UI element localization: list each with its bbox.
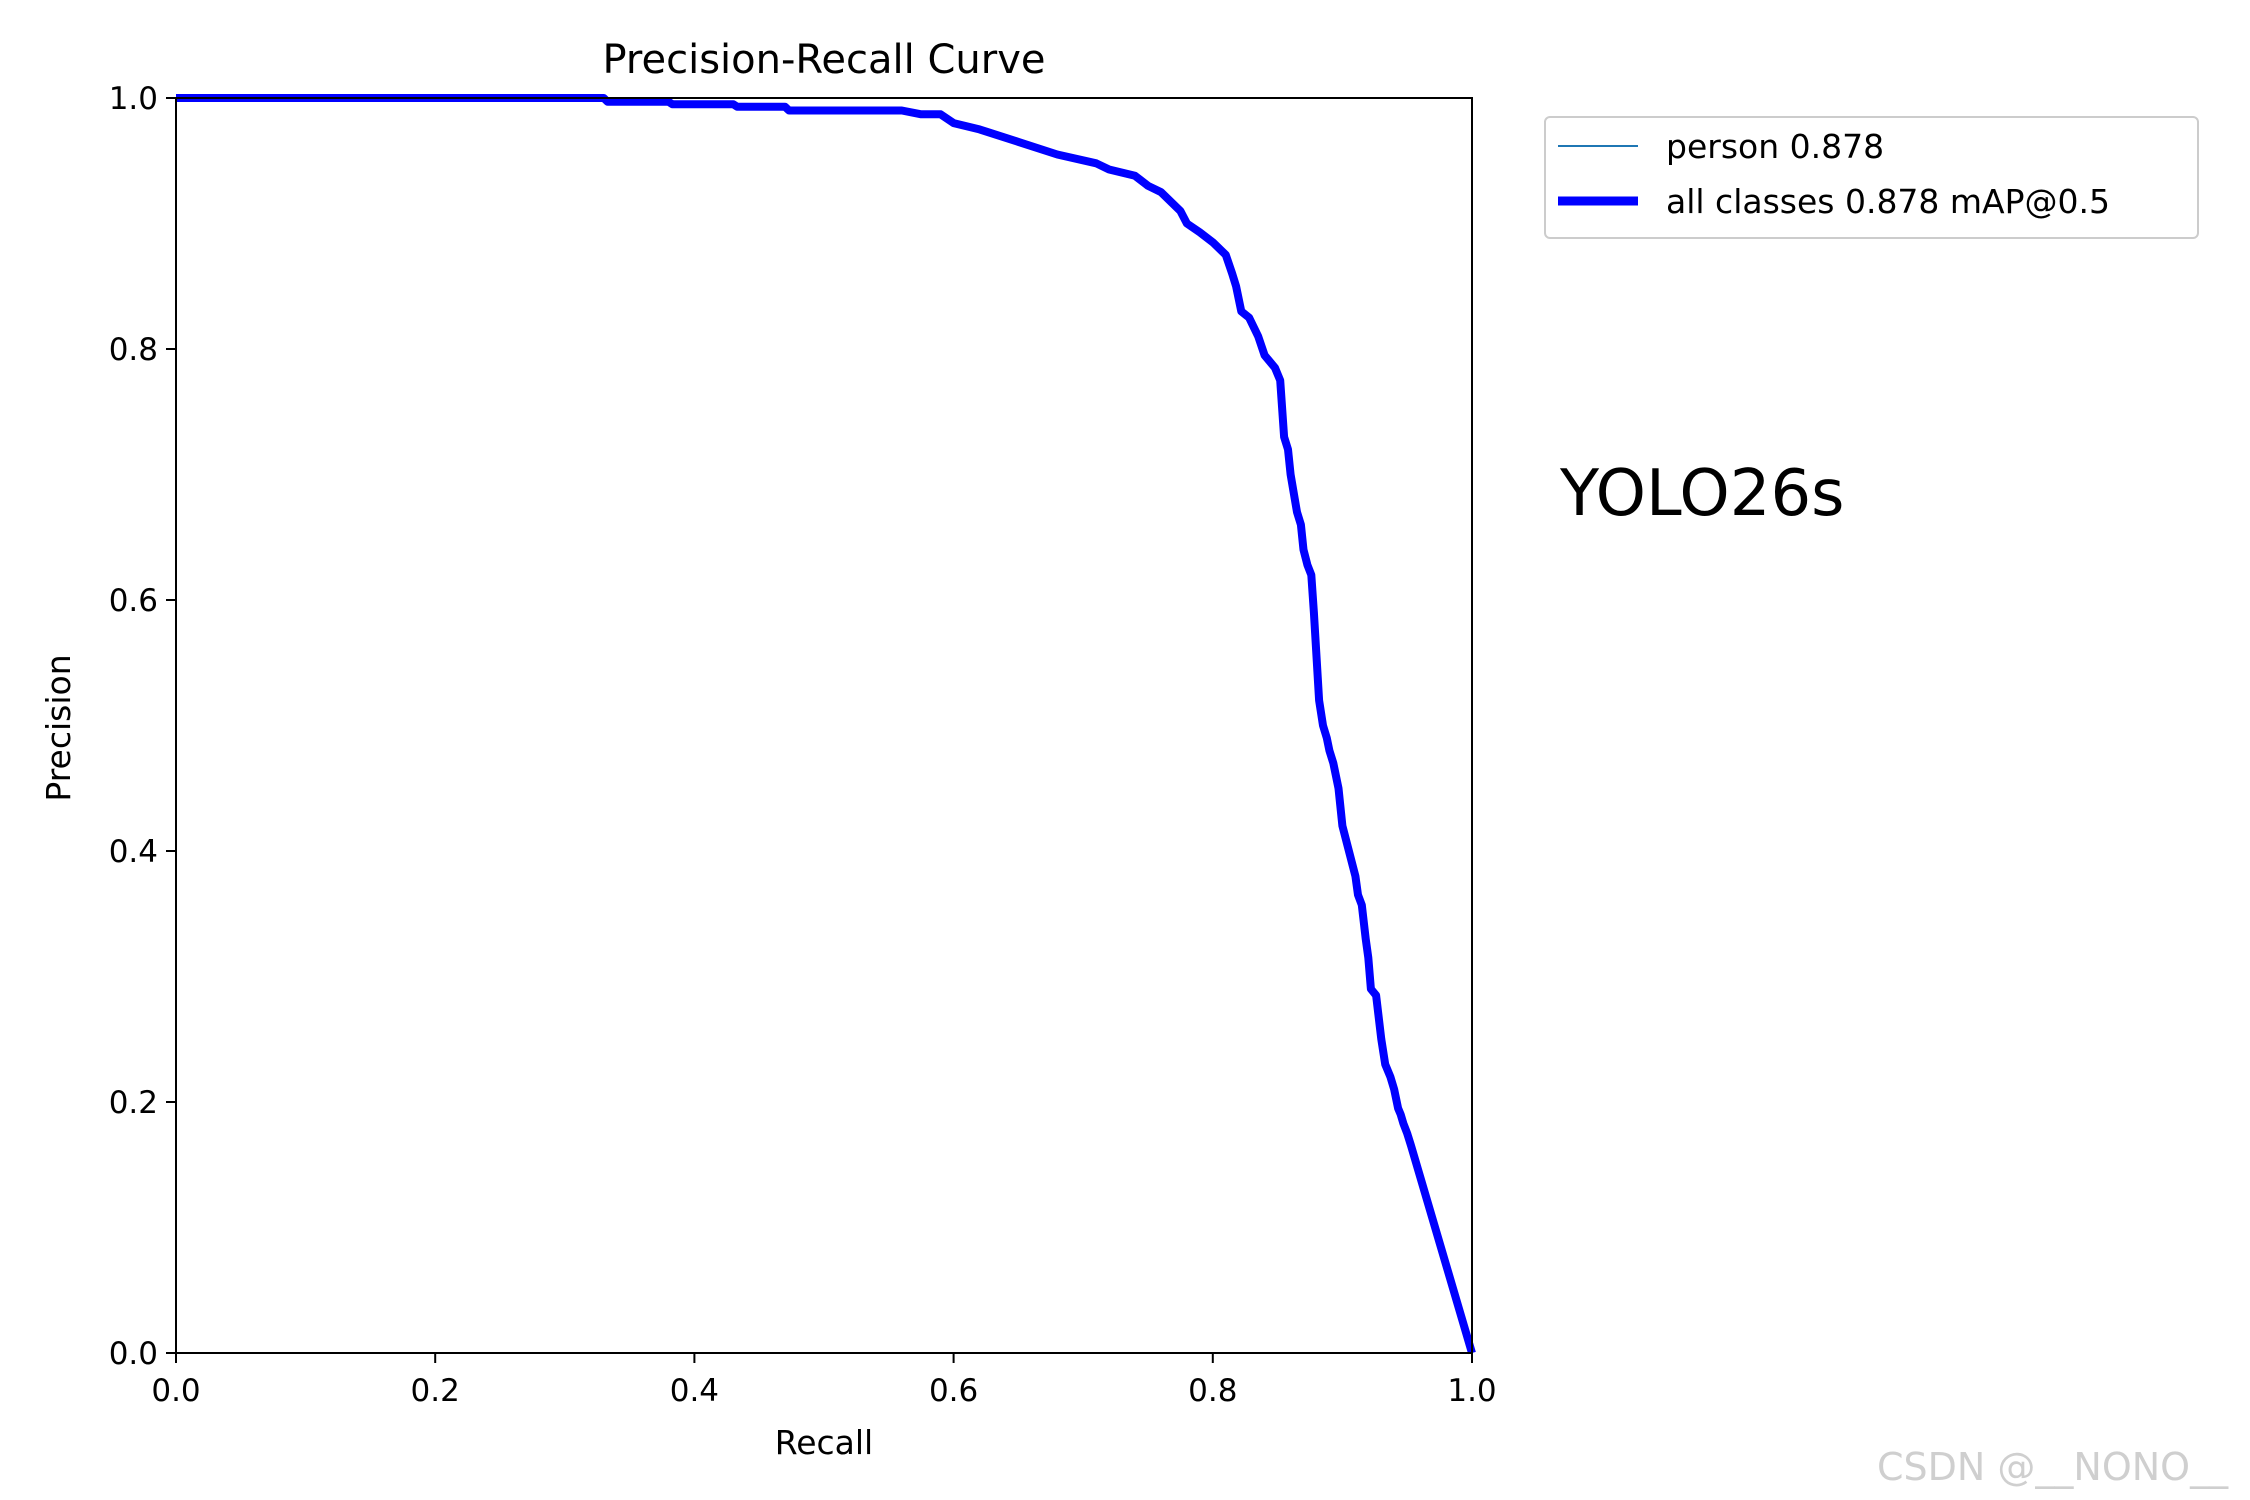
x-tick-label: 0.0 [151,1373,200,1409]
plot-frame [175,97,1473,1354]
x-tick-label: 0.4 [670,1373,719,1409]
x-tick-label: 0.2 [411,1373,460,1409]
y-tick-label: 0.8 [109,332,158,368]
legend: person 0.878 all classes 0.878 mAP@0.5 [1544,116,2199,239]
series-line-all-classes [176,94,1476,1355]
chart-title: Precision-Recall Curve [603,37,1046,83]
x-tick-label: 0.6 [929,1373,978,1409]
x-axis-label: Recall [775,1423,873,1462]
model-name-annotation: YOLO26s [1559,457,1845,531]
x-tick-label: 1.0 [1447,1373,1496,1409]
y-tick-label: 0.0 [109,1336,158,1372]
y-tick-label: 0.4 [109,834,158,870]
y-tick-label: 1.0 [109,81,158,117]
y-tick-label: 0.2 [109,1085,158,1121]
x-tick-label: 0.8 [1188,1373,1237,1409]
y-axis-label: Precision [39,654,78,801]
y-tick-label: 0.6 [109,583,158,619]
series-layer [176,94,1476,1355]
y-axis-ticks: 0.0 0.2 0.4 0.6 0.8 1.0 [109,81,176,1372]
legend-label-all-classes: all classes 0.878 mAP@0.5 [1666,182,2110,221]
legend-box [1544,116,2199,239]
watermark: CSDN @__NONO__ [1877,1445,2229,1489]
legend-label-person: person 0.878 [1666,127,1884,166]
x-axis-ticks: 0.0 0.2 0.4 0.6 0.8 1.0 [151,1353,1497,1409]
